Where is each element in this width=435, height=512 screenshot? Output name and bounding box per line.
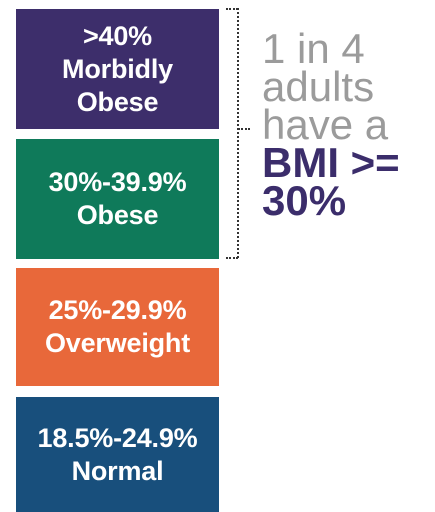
- bmi-label: Overweight: [44, 328, 191, 358]
- bmi-range: >40%: [82, 20, 152, 51]
- bmi-range: 18.5%-24.9%: [37, 422, 198, 453]
- bmi-label: Obese: [76, 200, 159, 230]
- callout-line: have a: [262, 101, 389, 148]
- dotted-bracket-top: [226, 8, 238, 10]
- callout-line: adults: [262, 63, 375, 110]
- callout-line: 1 in 4: [262, 25, 365, 72]
- bmi-label: Obese: [76, 86, 159, 117]
- callout-emphasis: 30%: [262, 177, 347, 224]
- obesity-callout: 1 in 4 adults have a BMI >= 30%: [262, 25, 400, 224]
- bmi-category-obese: 30%-39.9% Obese: [16, 139, 219, 259]
- bmi-category-normal: 18.5%-24.9% Normal: [16, 397, 219, 512]
- dotted-bracket-pointer: [238, 128, 250, 130]
- callout-emphasis: BMI >=: [262, 139, 400, 186]
- bmi-category-morbidly-obese: >40% Morbidly Obese: [16, 9, 219, 129]
- bmi-label: Morbidly: [62, 53, 173, 84]
- bmi-label: Normal: [71, 455, 164, 486]
- bmi-range: 30%-39.9%: [48, 167, 187, 197]
- bmi-range: 25%-29.9%: [48, 295, 187, 325]
- dotted-bracket-line: [237, 8, 239, 258]
- bmi-category-overweight: 25%-29.9% Overweight: [16, 268, 219, 386]
- dotted-bracket-bottom: [226, 257, 238, 259]
